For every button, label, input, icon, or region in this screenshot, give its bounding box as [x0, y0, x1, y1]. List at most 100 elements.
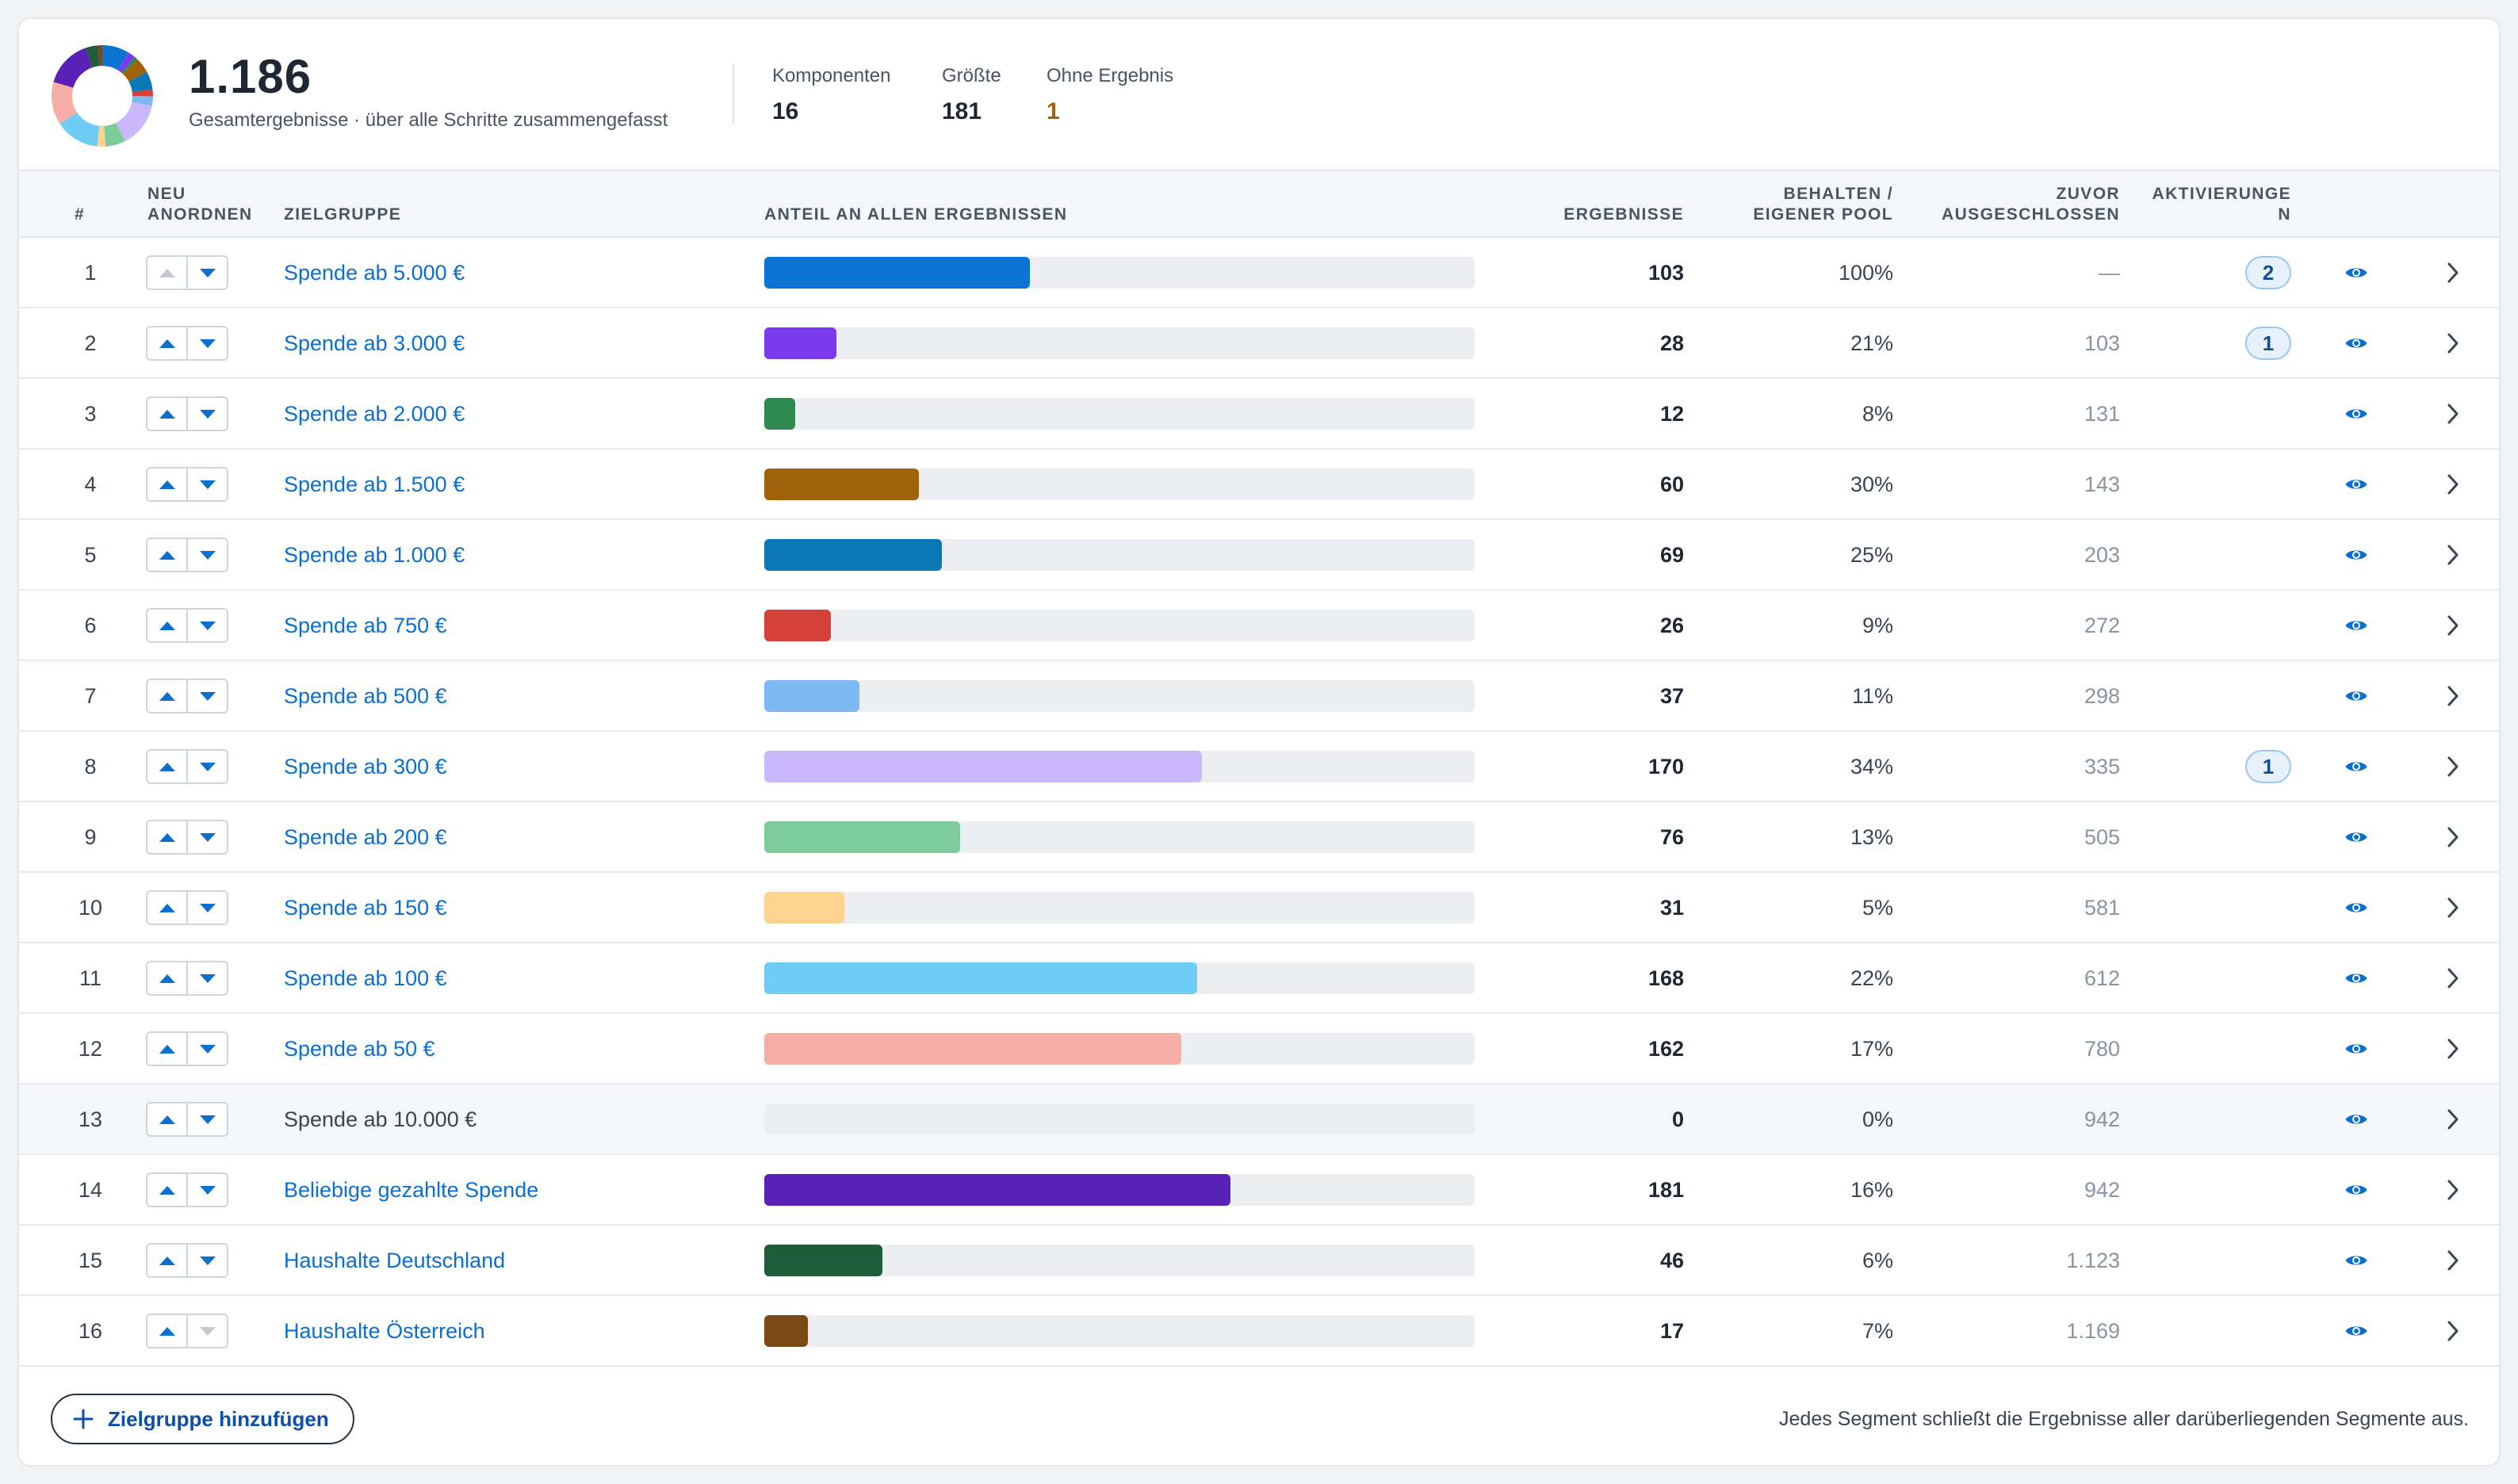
move-up-button[interactable] [147, 469, 186, 500]
audience-name-link[interactable]: Spende ab 1.000 € [284, 542, 465, 567]
triangle-up-icon [159, 903, 175, 912]
preview-button[interactable] [2334, 591, 2378, 660]
move-up-button[interactable] [147, 1103, 186, 1135]
audience-name-link[interactable]: Spende ab 200 € [284, 824, 447, 849]
move-down-button[interactable] [186, 892, 227, 924]
move-down-button[interactable] [186, 398, 227, 430]
open-row-button[interactable] [2434, 238, 2472, 308]
preview-button[interactable] [2334, 732, 2378, 801]
open-row-button[interactable] [2434, 449, 2472, 519]
audience-name-link[interactable]: Spende ab 150 € [284, 895, 447, 920]
audience-name-link[interactable]: Spende ab 500 € [284, 683, 447, 708]
reorder-button-group [146, 326, 228, 361]
open-row-button[interactable] [2434, 732, 2472, 801]
move-up-button[interactable] [147, 327, 186, 359]
audience-name-link[interactable]: Spende ab 1.500 € [284, 472, 465, 496]
open-row-button[interactable] [2434, 1155, 2472, 1225]
open-row-button[interactable] [2434, 873, 2472, 943]
move-down-button[interactable] [186, 1315, 227, 1347]
move-down-button[interactable] [186, 1245, 227, 1276]
open-row-button[interactable] [2434, 661, 2472, 731]
reorder-button-group [146, 1102, 228, 1137]
preview-button[interactable] [2334, 308, 2378, 378]
preview-button[interactable] [2334, 1296, 2378, 1366]
preview-button[interactable] [2334, 943, 2378, 1013]
move-down-button[interactable] [186, 680, 227, 712]
activation-badge[interactable]: 2 [2245, 256, 2291, 289]
add-audience-button[interactable]: Zielgruppe hinzufügen [51, 1394, 354, 1444]
audience-name-link[interactable]: Spende ab 750 € [284, 613, 447, 637]
move-down-button[interactable] [186, 257, 227, 289]
preview-button[interactable] [2334, 1014, 2378, 1084]
results-count: 26 [1659, 613, 1684, 637]
open-row-button[interactable] [2434, 520, 2472, 590]
open-row-button[interactable] [2434, 1296, 2472, 1366]
move-up-button[interactable] [147, 962, 186, 994]
row-number: 3 [84, 401, 97, 426]
audience-name-link[interactable]: Spende ab 50 € [284, 1036, 435, 1061]
activation-badge[interactable]: 1 [2245, 327, 2291, 360]
audience-name-link[interactable]: Beliebige gezahlte Spende [284, 1177, 539, 1202]
results-count: 17 [1659, 1318, 1684, 1343]
move-down-button[interactable] [186, 327, 227, 359]
audience-name-link[interactable]: Spende ab 300 € [284, 754, 447, 778]
move-up-button[interactable] [147, 892, 186, 924]
move-down-button[interactable] [186, 610, 227, 641]
move-down-button[interactable] [186, 1174, 227, 1206]
triangle-up-icon [159, 268, 175, 277]
preview-button[interactable] [2334, 802, 2378, 872]
audience-name-link[interactable]: Spende ab 5.000 € [284, 260, 465, 285]
move-down-button[interactable] [186, 821, 227, 853]
preview-button[interactable] [2334, 1155, 2378, 1225]
move-up-button[interactable] [147, 751, 186, 782]
move-up-button[interactable] [147, 257, 186, 289]
move-up-button[interactable] [147, 821, 186, 853]
activation-badge[interactable]: 1 [2245, 750, 2291, 783]
move-down-button[interactable] [186, 1103, 227, 1135]
move-down-button[interactable] [186, 751, 227, 782]
results-count: 170 [1647, 754, 1684, 778]
preview-button[interactable] [2334, 379, 2378, 449]
move-up-button[interactable] [147, 1245, 186, 1276]
audience-name-link[interactable]: Haushalte Österreich [284, 1318, 485, 1343]
activations [2160, 1084, 2291, 1154]
move-down-button[interactable] [186, 539, 227, 571]
audience-name-link[interactable]: Spende ab 2.000 € [284, 401, 465, 426]
preview-button[interactable] [2334, 520, 2378, 590]
preview-button[interactable] [2334, 1084, 2378, 1154]
preview-button[interactable] [2334, 1226, 2378, 1295]
audience-name-link[interactable]: Spende ab 100 € [284, 966, 447, 990]
open-row-button[interactable] [2434, 943, 2472, 1013]
header-activations-line2: N [2278, 205, 2291, 224]
preview-button[interactable] [2334, 873, 2378, 943]
preview-button[interactable] [2334, 449, 2378, 519]
move-up-button[interactable] [147, 398, 186, 430]
open-row-button[interactable] [2434, 379, 2472, 449]
move-down-button[interactable] [186, 1033, 227, 1065]
move-down-button[interactable] [186, 962, 227, 994]
audience-name-link[interactable]: Haushalte Deutschland [284, 1248, 506, 1272]
open-row-button[interactable] [2434, 1084, 2472, 1154]
open-row-button[interactable] [2434, 1014, 2472, 1084]
reorder-controls [146, 1155, 228, 1225]
move-up-button[interactable] [147, 1033, 186, 1065]
move-up-button[interactable] [147, 1174, 186, 1206]
triangle-up-icon [159, 1256, 175, 1265]
move-up-button[interactable] [147, 1315, 186, 1347]
triangle-down-icon [199, 1326, 216, 1336]
results-donut-chart [52, 45, 153, 147]
open-row-button[interactable] [2434, 1226, 2472, 1295]
results-count: 60 [1659, 472, 1684, 496]
move-up-button[interactable] [147, 610, 186, 641]
chevron-right-icon [2447, 827, 2459, 847]
open-row-button[interactable] [2434, 591, 2472, 660]
move-down-button[interactable] [186, 469, 227, 500]
move-up-button[interactable] [147, 539, 186, 571]
audience-name-link[interactable]: Spende ab 3.000 € [284, 331, 465, 355]
open-row-button[interactable] [2434, 308, 2472, 378]
open-row-button[interactable] [2434, 802, 2472, 872]
preview-button[interactable] [2334, 661, 2378, 731]
move-up-button[interactable] [147, 680, 186, 712]
kept-percentage: 17% [1850, 1036, 1893, 1061]
preview-button[interactable] [2334, 238, 2378, 308]
